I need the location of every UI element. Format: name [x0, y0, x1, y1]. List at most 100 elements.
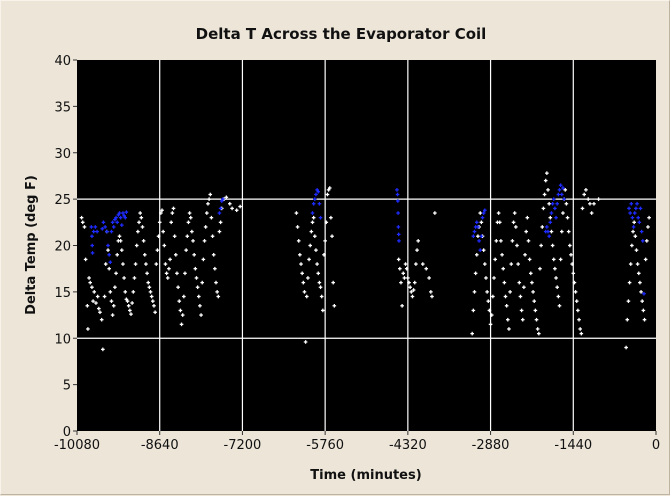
data-point — [195, 285, 200, 290]
data-point — [576, 308, 580, 313]
data-point — [550, 201, 555, 206]
data-point — [326, 188, 331, 192]
data-point — [407, 280, 411, 285]
data-point — [530, 280, 534, 285]
data-point — [318, 285, 323, 290]
data-point — [148, 290, 153, 294]
data-point — [399, 280, 403, 285]
data-point — [90, 234, 94, 239]
data-point — [553, 206, 557, 211]
data-point — [527, 257, 532, 262]
data-point — [628, 211, 632, 215]
data-point — [109, 299, 114, 303]
data-point — [568, 243, 572, 248]
data-point — [555, 285, 560, 290]
data-point — [238, 204, 242, 209]
data-point — [327, 186, 332, 190]
data-point — [86, 327, 90, 331]
data-point — [295, 225, 300, 229]
data-point — [580, 206, 585, 211]
data-point — [515, 243, 519, 248]
data-point — [149, 294, 154, 299]
data-point — [311, 215, 316, 220]
data-point — [202, 239, 207, 243]
data-point — [480, 215, 485, 220]
data-point — [173, 252, 178, 257]
data-point — [91, 229, 96, 234]
data-point — [554, 276, 558, 280]
data-point — [122, 214, 126, 218]
data-point — [99, 317, 104, 322]
data-point — [310, 211, 315, 215]
data-point — [631, 229, 635, 234]
data-point — [167, 266, 171, 271]
data-point — [647, 215, 651, 220]
data-point — [635, 262, 640, 266]
data-point — [136, 229, 140, 234]
data-point — [627, 206, 631, 211]
data-point — [180, 313, 185, 317]
data-point — [472, 229, 477, 234]
data-point — [126, 303, 131, 308]
data-point — [565, 215, 570, 220]
data-point — [572, 280, 577, 285]
data-point — [555, 201, 560, 206]
data-point — [114, 271, 118, 276]
data-point — [396, 225, 401, 229]
data-point — [504, 303, 509, 308]
data-point — [122, 276, 126, 280]
x-tick-label: -4320 — [389, 438, 427, 453]
data-point — [120, 223, 124, 227]
chart-title: Delta T Across the Evaporator Coil — [196, 25, 487, 43]
data-point — [557, 303, 562, 308]
data-point — [403, 262, 408, 266]
data-point — [152, 303, 156, 308]
data-point — [321, 308, 325, 313]
data-point — [186, 220, 191, 225]
data-point — [103, 262, 108, 266]
data-point — [627, 280, 632, 285]
data-point — [313, 234, 317, 239]
data-point — [102, 294, 107, 299]
data-point — [221, 197, 225, 201]
data-point — [640, 239, 645, 243]
data-point — [556, 192, 561, 197]
data-point — [487, 308, 492, 313]
data-point — [396, 257, 401, 262]
data-point — [501, 266, 506, 271]
data-point — [85, 303, 90, 308]
data-point — [159, 211, 163, 215]
data-point — [491, 294, 495, 299]
data-point — [175, 271, 179, 276]
data-point — [541, 206, 546, 211]
data-point — [519, 308, 524, 313]
data-point — [307, 257, 311, 262]
data-point — [509, 262, 514, 266]
data-point — [551, 197, 556, 201]
data-point — [218, 206, 223, 211]
data-point — [430, 294, 434, 299]
data-point — [646, 225, 650, 229]
data-point — [115, 252, 120, 257]
data-point — [548, 220, 553, 225]
data-point — [396, 232, 401, 237]
data-point — [117, 234, 122, 239]
data-point — [111, 303, 116, 308]
data-point — [107, 252, 111, 257]
data-point — [479, 220, 484, 225]
data-point — [564, 201, 569, 206]
data-point — [528, 271, 533, 276]
data-point — [142, 252, 147, 257]
data-point — [172, 234, 177, 239]
data-point — [224, 195, 229, 200]
data-point — [234, 208, 239, 213]
data-point — [216, 294, 221, 299]
data-point — [88, 280, 93, 285]
data-point — [566, 229, 571, 234]
x-axis-label: Time (minutes) — [310, 468, 421, 483]
data-point — [559, 192, 564, 197]
data-point — [303, 340, 308, 344]
data-point — [404, 266, 409, 271]
data-point — [178, 308, 183, 313]
